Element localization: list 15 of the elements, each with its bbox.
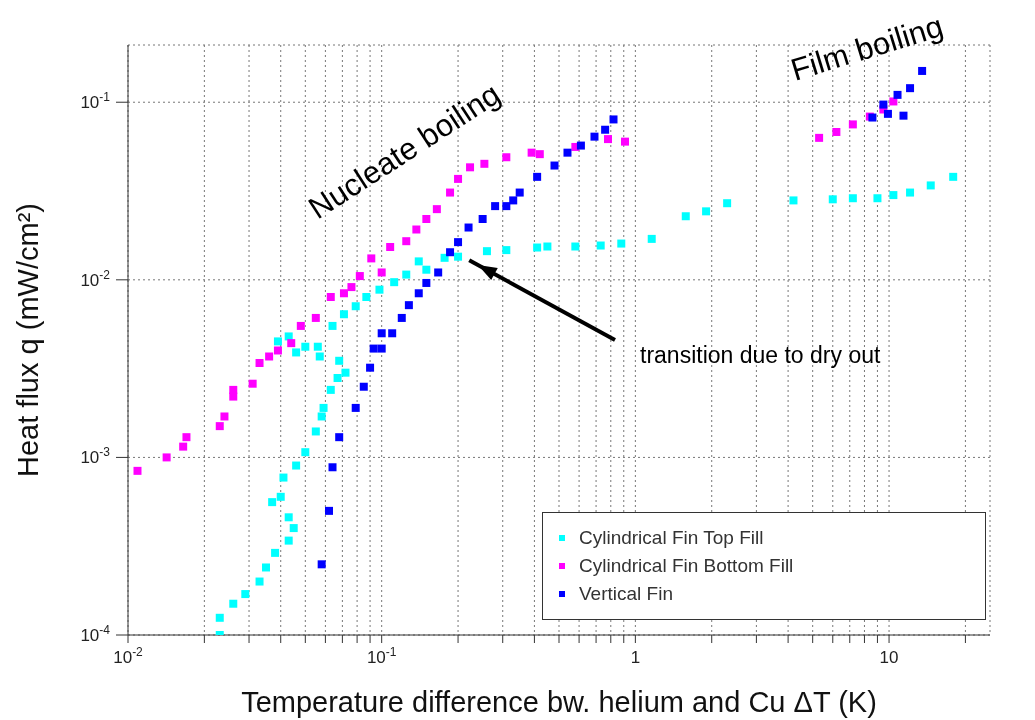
x-tick-label: 10$^{-2}$: [113, 645, 144, 667]
x-tick-label: 1: [630, 648, 641, 667]
x-tick-label: 10: [879, 648, 899, 667]
legend-label: Cylindrical Fin Bottom Fill: [579, 555, 794, 577]
legend-label: Vertical Fin: [579, 583, 673, 605]
y-axis-title: Heat flux q (mW/cm²): [12, 203, 45, 477]
annotation: Film boiling: [786, 8, 948, 88]
y-tick-label: 10$^{-1}$: [80, 90, 111, 113]
x-axis-title: Temperature difference bw. helium and Cu ΔT (K): [241, 686, 877, 718]
legend-label: Cylindrical Fin Top Fill: [579, 527, 764, 549]
annotation: transition due to dry out: [640, 342, 881, 368]
y-tick-label: 10$^{-3}$: [80, 445, 111, 468]
y-tick-label: 10$^{-4}$: [80, 623, 111, 645]
x-tick-label: 10$^{-1}$: [366, 645, 397, 667]
y-tick-label: 10$^{-2}$: [80, 267, 111, 290]
